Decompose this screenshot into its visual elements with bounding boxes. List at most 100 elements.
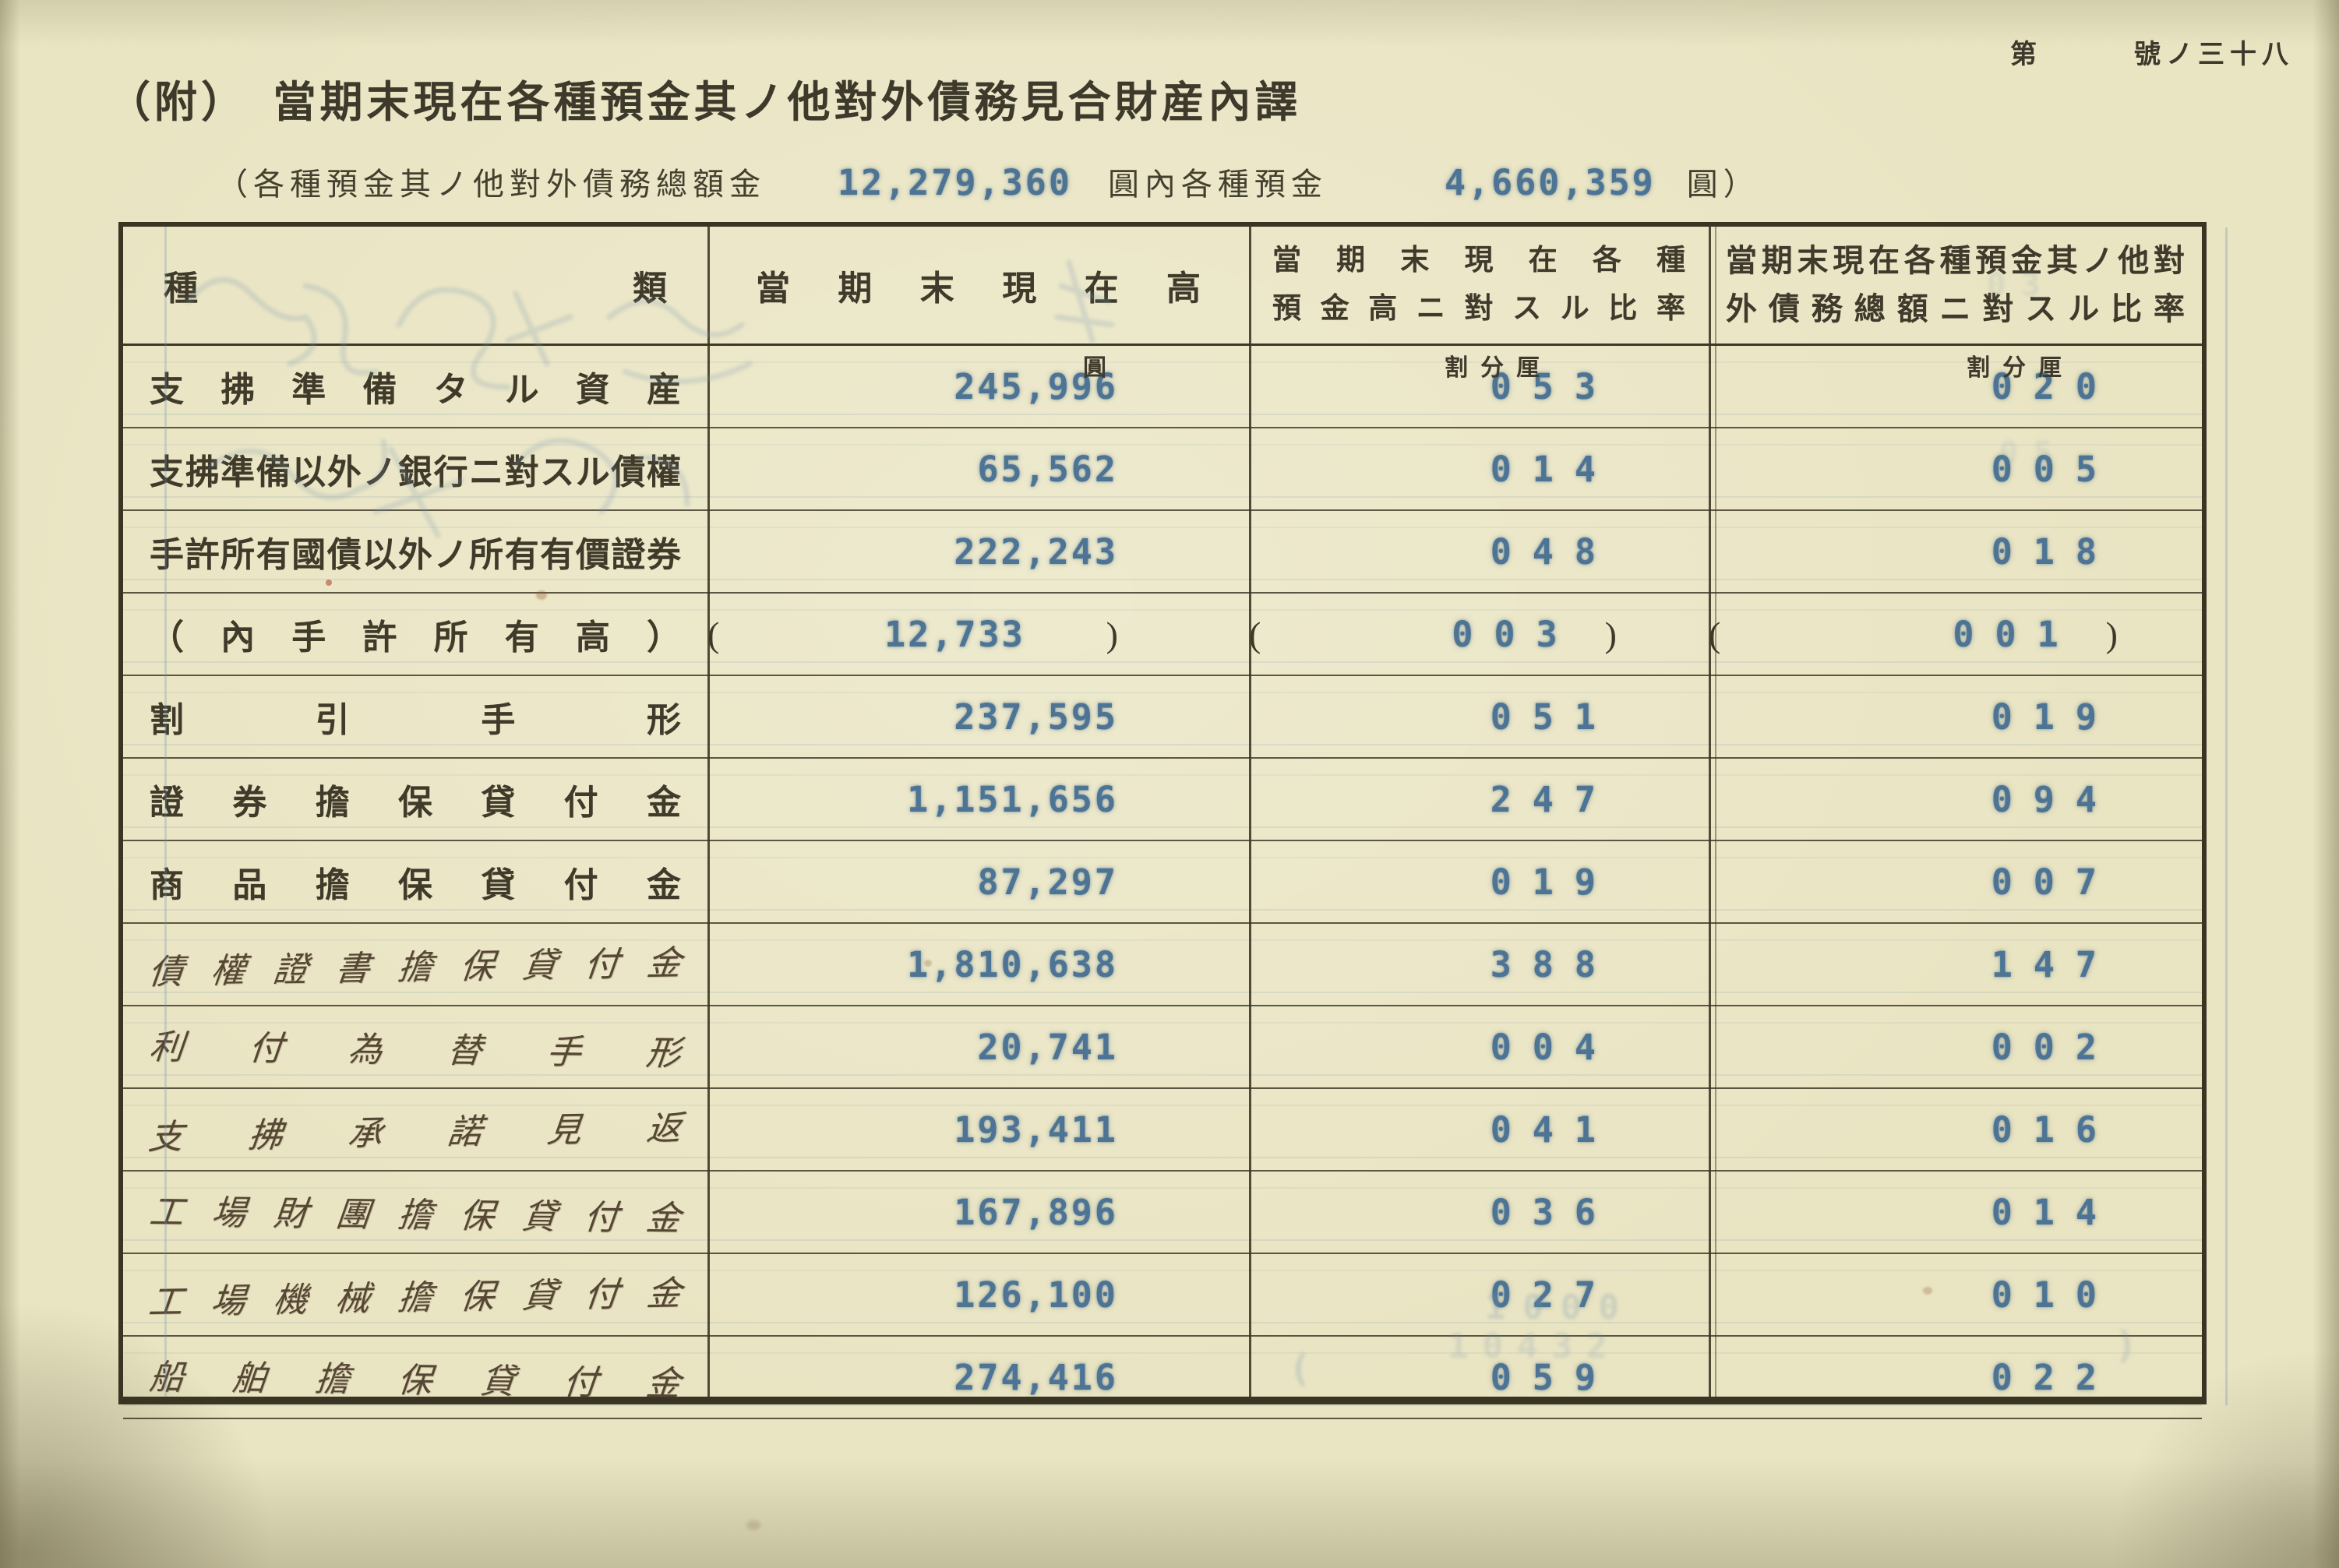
ratio-total-value: 019	[1991, 696, 2118, 738]
ratio-total-value: 018	[1991, 530, 2118, 573]
table-row: 商品擔保貸付金 87,297 019 007	[123, 841, 2202, 924]
ratio-deposit-value: 059	[1490, 1356, 1617, 1398]
amount-value: 193,411	[954, 1108, 1118, 1150]
paper-stain	[746, 1520, 760, 1530]
ledger-table: 種類 當期末現在高 當期末現在各種 預金高ニ對スル比率 當期末現在各種預金其ノ他…	[118, 222, 2207, 1419]
header-ratio-to-deposits-line2: 預金高ニ對スル比率	[1272, 293, 1685, 325]
table-row: 工場財團擔保貸付金 167,896 036 014	[123, 1172, 2202, 1254]
header-ratio-to-deposits: 當期末現在各種 預金高ニ對スル比率	[1249, 227, 1709, 344]
ratio-deposit-value: 051	[1490, 696, 1617, 738]
totals-line-mid: 圓內各種預金	[1107, 167, 1328, 202]
header-ratio-to-total: 當期末現在各種預金其ノ他對 外債務總額ニ對スル比率	[1709, 227, 2202, 344]
ratio-deposit-value: 053	[1490, 365, 1617, 407]
header-category: 種類	[123, 227, 707, 344]
row-label: 債權證書擔保貸付金	[146, 944, 683, 992]
table-row: 船舶擔保貸付金 274,416 059 022	[123, 1337, 2202, 1419]
table-row: 支拂準備以外ノ銀行ニ對スル債權 65,562 014 005	[123, 428, 2202, 511]
amount-value: 87,297	[977, 861, 1118, 903]
header-ratio-to-total-line1: 當期末現在各種預金其ノ他對	[1726, 243, 2185, 278]
row-label: 手許所有國債以外ノ所有有價證券	[150, 536, 681, 574]
ratio-total-value: 005	[1991, 448, 2118, 490]
row-label: 證券擔保貸付金	[150, 784, 681, 822]
paren-close: )	[2105, 614, 2118, 654]
table-row: （內手許所有高） (12,733) (003) (001)	[123, 594, 2202, 676]
row-label: 割引手形	[150, 701, 681, 739]
ratio-deposit-value: 004	[1490, 1026, 1617, 1068]
total-deposits-amount: 4,660,359	[1444, 162, 1656, 203]
ratio-deposit-value: 027	[1490, 1274, 1617, 1316]
paren-open: (	[1709, 614, 1721, 654]
amount-value: 65,562	[977, 448, 1118, 490]
ratio-deposit-value: 048	[1490, 530, 1617, 573]
amount-value: 274,416	[954, 1356, 1118, 1398]
ratio-total-value: 020	[1991, 365, 2118, 407]
amount-value: 245,996	[954, 365, 1118, 407]
row-label: 船舶擔保貸付金	[147, 1358, 683, 1404]
header-balance-label: 當期末現在高	[756, 270, 1201, 308]
totals-line-open: （各種預金其ノ他對外債務總額金	[217, 167, 766, 202]
paren-close: )	[1604, 614, 1617, 654]
ratio-total-value: 016	[1991, 1108, 2118, 1150]
amount-value: 167,896	[954, 1191, 1118, 1233]
amount-value: 1,810,638	[907, 943, 1118, 985]
total-liabilities-amount: 12,279,360	[838, 162, 1072, 203]
header-ratio-to-total-line2: 外債務總額ニ對スル比率	[1726, 291, 2185, 326]
ratio-deposit-value: 014	[1490, 448, 1617, 490]
paren-open: (	[1249, 614, 1261, 654]
column-divider	[1709, 227, 1711, 1397]
amount-value: 237,595	[954, 696, 1118, 738]
amount-value: 20,741	[977, 1026, 1118, 1068]
unit-ratio-label: 割分厘	[1445, 355, 1552, 381]
ratio-total-value: 010	[1991, 1274, 2118, 1316]
ratio-deposit-value: 247	[1490, 778, 1617, 820]
table-row: 證券擔保貸付金 1,151,656 247 094	[123, 759, 2202, 841]
ratio-deposit-value: 388	[1490, 943, 1617, 985]
table-row: 支拂承諾見返 193,411 041 016	[123, 1089, 2202, 1172]
totals-line: （各種預金其ノ他對外債務總額金 12,279,360 圓內各種預金 4,660,…	[217, 159, 1760, 204]
ratio-total-value: 001	[1953, 613, 2080, 655]
table-row: 割引手形 237,595 051 019	[123, 676, 2202, 759]
row-label: 支拂準備タル資産	[150, 371, 681, 409]
bleed-through-rule	[164, 227, 167, 1397]
ratio-total-value: 147	[1991, 943, 2118, 985]
paren-open: (	[707, 614, 720, 654]
paren-close: )	[1106, 614, 1118, 654]
row-label: 商品擔保貸付金	[150, 866, 681, 904]
table-row: 利付為替手形 20,741 004 002	[123, 1006, 2202, 1089]
ratio-total-value: 022	[1991, 1356, 2118, 1398]
ratio-total-value: 014	[1991, 1191, 2118, 1233]
header-category-label: 種類	[164, 270, 667, 308]
ratio-total-value: 007	[1991, 861, 2118, 903]
ratio-deposit-value: 036	[1490, 1191, 1617, 1233]
ratio-deposit-value: 019	[1490, 861, 1617, 903]
page-number-prefix: 第	[2010, 41, 2042, 69]
ratio-total-value: 094	[1991, 778, 2118, 820]
table-row: 支拂準備タル資産 245,996 053 020	[123, 346, 2202, 428]
page-number: 第 號ノ三十八	[2010, 33, 2294, 71]
header-balance: 當期末現在高	[707, 227, 1249, 344]
row-label: 工場財團擔保貸付金	[147, 1193, 683, 1239]
column-divider	[1249, 227, 1251, 1397]
row-label: 支拂準備以外ノ銀行ニ對スル債權	[150, 453, 681, 492]
amount-value: 126,100	[954, 1274, 1118, 1316]
table-row: 債權證書擔保貸付金 1,810,638 388 147	[123, 924, 2202, 1006]
amount-value: 1,151,656	[907, 778, 1118, 820]
ratio-deposit-value: 041	[1490, 1108, 1617, 1150]
ratio-total-value: 002	[1991, 1026, 2118, 1068]
amount-value: 222,243	[954, 530, 1118, 573]
column-divider-echo	[1715, 227, 1716, 1397]
row-label: （內手許所有高）	[150, 618, 681, 657]
header-ratio-to-deposits-line1: 當期末現在各種	[1272, 245, 1685, 277]
page-title: （附） 當期末現在各種預金其ノ他對外債務見合財産內譯	[108, 79, 1302, 126]
unit-yen-label: 圓	[1083, 355, 1106, 381]
row-label: 利付為替手形	[147, 1027, 683, 1073]
table-row: 工場機械擔保貸付金 126,100 027 010	[123, 1254, 2202, 1337]
ratio-deposit-value: 003	[1452, 613, 1579, 655]
bleed-through-rule	[2225, 227, 2228, 1405]
column-divider	[707, 227, 710, 1397]
unit-ratio-label: 割分厘	[1967, 355, 2074, 381]
table-row: 手許所有國債以外ノ所有有價證券 222,243 048 018	[123, 511, 2202, 594]
amount-value: 12,733	[884, 613, 1025, 655]
row-label: 工場機械擔保貸付金	[146, 1274, 683, 1322]
